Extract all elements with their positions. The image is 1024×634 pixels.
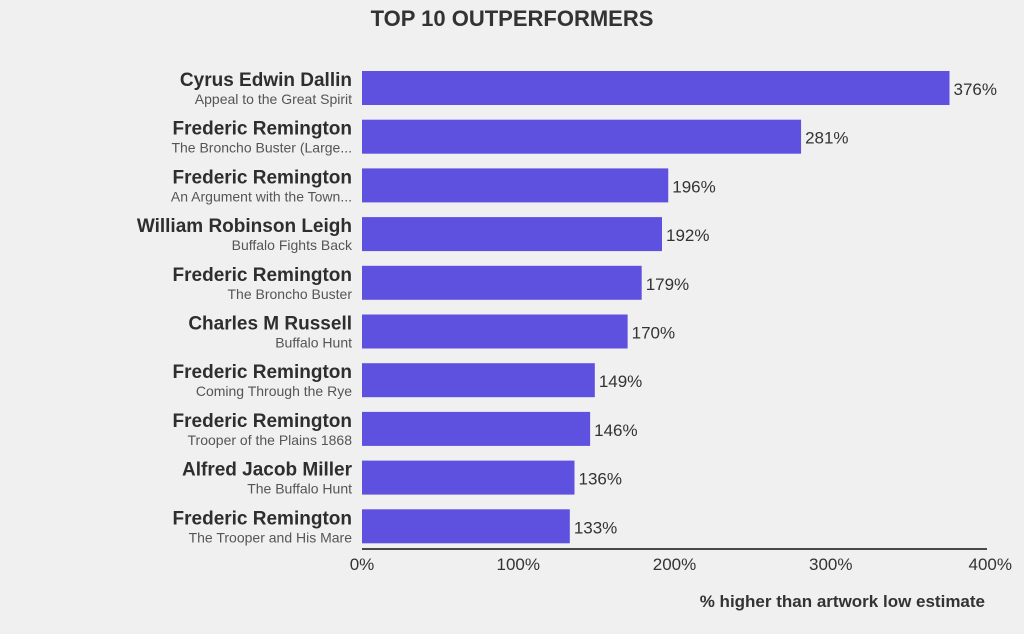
bar-value-label: 149% <box>599 372 642 391</box>
bar-value-label: 281% <box>805 129 848 148</box>
bar-work-label: Buffalo Hunt <box>275 335 352 351</box>
chart-title: TOP 10 OUTPERFORMERS <box>371 6 654 31</box>
bar <box>362 460 575 495</box>
bar <box>362 411 591 446</box>
bar-value-label: 192% <box>666 226 709 245</box>
bar-work-label: An Argument with the Town... <box>171 188 352 204</box>
bar-artist-label: Alfred Jacob Miller <box>182 460 353 481</box>
bar-artist-label: Frederic Remington <box>173 508 352 529</box>
bar-artist-label: Frederic Remington <box>173 167 352 188</box>
bar-work-label: Buffalo Fights Back <box>232 237 353 253</box>
x-axis-ticks: 0% 100% 200% 300% 400% <box>350 555 1012 574</box>
x-tick-label: 300% <box>809 555 852 574</box>
bar <box>362 265 642 300</box>
bar-artist-label: Charles M Russell <box>188 314 352 335</box>
bar <box>362 217 662 252</box>
bar-artist-label: William Robinson Leigh <box>137 216 352 237</box>
x-tick-label: 0% <box>350 555 375 574</box>
bar-work-label: The Broncho Buster (Large... <box>171 140 352 156</box>
bar-work-label: The Trooper and His Mare <box>189 529 353 545</box>
bar-work-label: Trooper of the Plains 1868 <box>188 432 353 448</box>
bar-work-label: The Buffalo Hunt <box>247 481 352 497</box>
bar-value-label: 179% <box>646 275 689 294</box>
x-axis-label: % higher than artwork low estimate <box>700 592 985 611</box>
bar-artist-label: Frederic Remington <box>173 119 352 140</box>
x-tick-label: 100% <box>497 555 540 574</box>
bar-value-label: 196% <box>672 177 715 196</box>
bar-work-label: Appeal to the Great Spirit <box>195 91 352 107</box>
bar-value-label: 146% <box>594 421 637 440</box>
bar <box>362 314 628 349</box>
bar <box>362 168 669 203</box>
bar-work-label: The Broncho Buster <box>227 286 352 302</box>
bar <box>362 71 950 105</box>
bar-value-label: 376% <box>954 80 997 99</box>
x-tick-label: 400% <box>969 555 1012 574</box>
bar-work-label: Coming Through the Rye <box>196 383 352 399</box>
bar-artist-label: Frederic Remington <box>173 265 352 286</box>
bar-artist-label: Frederic Remington <box>173 362 352 383</box>
bar <box>362 119 802 154</box>
x-tick-label: 200% <box>653 555 696 574</box>
bar <box>362 363 595 398</box>
bar-value-label: 136% <box>579 470 622 489</box>
bar-value-label: 133% <box>574 518 617 537</box>
bar-value-label: 170% <box>632 324 675 343</box>
bar-artist-label: Frederic Remington <box>173 411 352 432</box>
bar <box>362 509 570 544</box>
bar-artist-label: Cyrus Edwin Dallin <box>180 70 352 91</box>
